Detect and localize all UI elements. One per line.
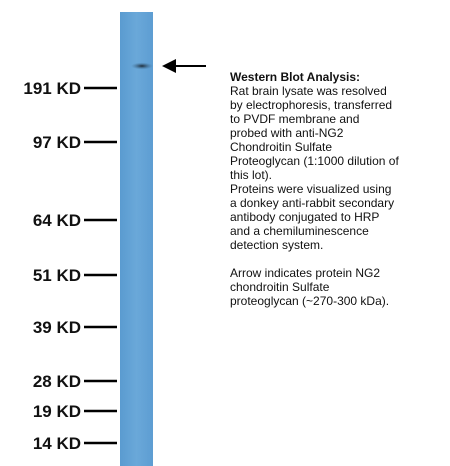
marker-label: 39 KD — [33, 318, 81, 337]
marker-label: 28 KD — [33, 372, 81, 391]
marker-label: 19 KD — [33, 402, 81, 421]
protein-band — [131, 63, 153, 70]
caption-line: Arrow indicates protein NG2 — [230, 266, 380, 280]
marker-label: 51 KD — [33, 266, 81, 285]
caption-line: a donkey anti-rabbit secondary — [230, 196, 394, 210]
caption-line: chondroitin Sulfate — [230, 280, 330, 294]
caption-line: proteoglycan (~270-300 kDa). — [230, 294, 389, 308]
blot-lane — [120, 12, 153, 466]
caption-line: Rat brain lysate was resolved — [230, 84, 387, 98]
marker-label: 14 KD — [33, 434, 81, 453]
caption-title: Western Blot Analysis: — [230, 70, 360, 84]
caption-line: detection system. — [230, 238, 323, 252]
marker-label: 97 KD — [33, 133, 81, 152]
caption-line: Chondroitin Sulfate — [230, 140, 332, 154]
caption-line: this lot). — [230, 168, 272, 182]
caption-line: probed with anti-NG2 — [230, 126, 344, 140]
caption-line: Proteins were visualized using — [230, 182, 391, 196]
caption-line: to PVDF membrane and — [230, 112, 359, 126]
caption-line: by electrophoresis, transferred — [230, 98, 392, 112]
blot-figure: 191 KD 97 KD 64 KD 51 KD 39 KD 28 KD 19 KD 14 K… — [0, 0, 450, 466]
caption-line: Proteoglycan (1:1000 dilution of — [230, 154, 399, 168]
arrow — [162, 59, 206, 73]
marker-label: 64 KD — [33, 211, 81, 230]
marker-label: 191 KD — [23, 79, 81, 98]
caption-line: and a chemiluminescence — [230, 224, 369, 238]
caption-line: antibody conjugated to HRP — [230, 210, 379, 224]
